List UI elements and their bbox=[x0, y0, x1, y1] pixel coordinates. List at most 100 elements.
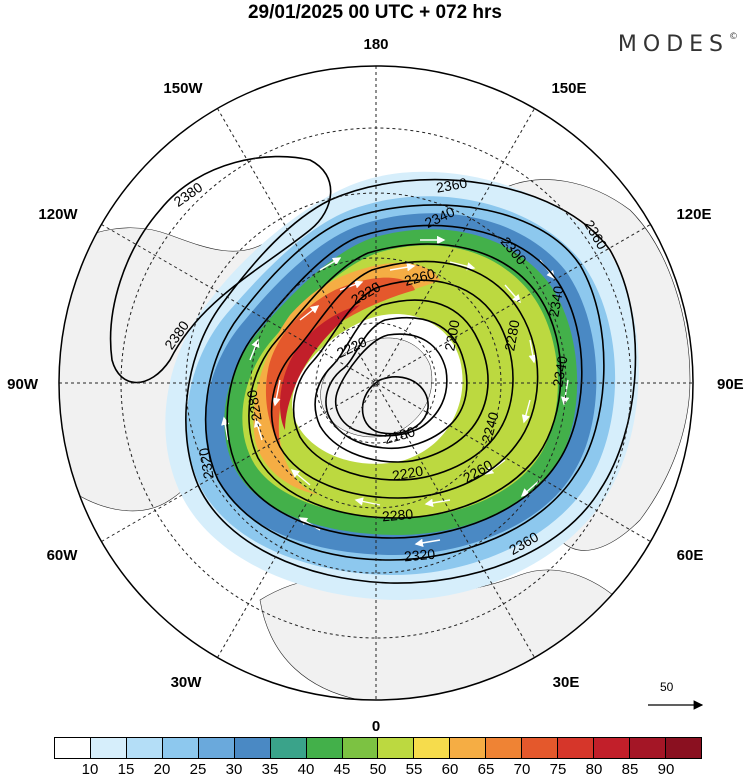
lon-label-120e: 120E bbox=[676, 206, 711, 223]
wind-vector bbox=[290, 469, 311, 486]
meridian-150 bbox=[217, 108, 535, 658]
contour-2360 bbox=[185, 178, 637, 584]
contour-2180 bbox=[361, 376, 429, 435]
contour-label: 2340 bbox=[549, 354, 570, 388]
colorbar-tick-label: 25 bbox=[189, 761, 207, 778]
contour-labels: 2380 2380 2360 2360 2340 2340 2340 2320 … bbox=[161, 174, 610, 564]
colorbar-tick-label: 65 bbox=[477, 761, 495, 778]
colorbar-swatch bbox=[270, 738, 307, 758]
colorbar-swatch bbox=[414, 738, 451, 758]
meridian-30 bbox=[217, 108, 535, 658]
colorbar-swatch bbox=[522, 738, 559, 758]
colorbar-tick-label: 40 bbox=[297, 761, 315, 778]
height-contours bbox=[109, 155, 637, 584]
colorbar-swatch bbox=[162, 738, 199, 758]
contour-label: 2240 bbox=[478, 410, 502, 444]
colorbar-tick-label: 10 bbox=[81, 761, 99, 778]
lon-label-30w: 30W bbox=[171, 674, 203, 691]
wind-vector bbox=[424, 498, 451, 507]
lon-label-0: 0 bbox=[372, 718, 380, 735]
colorbar-swatch bbox=[558, 738, 595, 758]
wind-vector bbox=[319, 257, 342, 271]
lon-label-30e: 30E bbox=[553, 674, 580, 691]
wind-vector bbox=[221, 416, 230, 441]
wind-vector bbox=[389, 263, 416, 272]
shade-80 bbox=[280, 305, 360, 430]
longitude-labels: 180 0 90W 90E 150W 120W 150E 120E 60W 30… bbox=[7, 36, 744, 735]
brand-text: MODES bbox=[617, 32, 729, 57]
lon-label-90e: 90E bbox=[717, 376, 744, 393]
modes-logo: MODES© bbox=[618, 32, 738, 57]
contour-label: 2280 bbox=[501, 318, 522, 352]
colorbar-swatch bbox=[90, 738, 127, 758]
contour-label: 2200 bbox=[441, 318, 462, 352]
colorbar-tick-label: 60 bbox=[441, 761, 459, 778]
contour-2220 bbox=[325, 316, 468, 450]
colorbar-swatch bbox=[198, 738, 235, 758]
copyright-mark: © bbox=[729, 32, 738, 42]
contour-label: 2280 bbox=[381, 506, 414, 525]
lon-label-60w: 60W bbox=[47, 547, 79, 564]
contour-2380-west bbox=[109, 155, 332, 384]
colorbar-tick-label: 35 bbox=[261, 761, 279, 778]
wind-vector bbox=[272, 379, 281, 407]
contour-label: 2320 bbox=[403, 546, 436, 565]
reference-vector-label: 50 bbox=[660, 680, 674, 694]
latitude-ring-pole bbox=[315, 322, 437, 444]
colorbar-swatch bbox=[234, 738, 271, 758]
contour-label: 2260 bbox=[402, 265, 436, 289]
wind-vector bbox=[561, 379, 570, 406]
colorbar-swatch bbox=[55, 738, 91, 758]
colorbar-swatch bbox=[306, 738, 343, 758]
lon-label-120w: 120W bbox=[38, 206, 78, 223]
colorbar-tick-label: 80 bbox=[585, 761, 603, 778]
lon-label-60e: 60E bbox=[677, 547, 704, 564]
wind-vector bbox=[299, 305, 320, 321]
colorbar bbox=[54, 737, 702, 759]
contour-2240 bbox=[314, 299, 489, 463]
wind-speed-shading bbox=[165, 171, 639, 600]
colorbar-tick-label: 90 bbox=[657, 761, 675, 778]
contour-label: 2360 bbox=[435, 174, 469, 195]
graticule bbox=[59, 66, 693, 700]
wind-vector bbox=[253, 418, 263, 441]
contour-2340 bbox=[204, 204, 605, 561]
colorbar-swatch bbox=[450, 738, 487, 758]
contour-2200 bbox=[334, 333, 448, 437]
colorbar-tick-label: 15 bbox=[117, 761, 135, 778]
colorbar-swatch bbox=[665, 738, 701, 758]
contour-2320 bbox=[226, 224, 583, 539]
contour-label: 2180 bbox=[382, 423, 416, 447]
contour-label: 2320 bbox=[195, 446, 216, 480]
colorbar-swatch bbox=[126, 738, 163, 758]
colorbar-swatch bbox=[342, 738, 379, 758]
colorbar-ticks: 10 15 20 25 30 35 40 45 50 55 60 65 70 75 80 85 90 bbox=[54, 761, 702, 781]
contour-2260 bbox=[292, 279, 514, 481]
map-boundary bbox=[58, 65, 694, 701]
shade-70 bbox=[265, 277, 415, 445]
colorbar-swatch bbox=[630, 738, 666, 758]
lon-label-150w: 150W bbox=[163, 80, 203, 97]
contour-2300 bbox=[248, 243, 562, 519]
colorbar-swatch bbox=[594, 738, 630, 758]
wind-vector bbox=[520, 479, 541, 497]
wind-vector bbox=[339, 280, 364, 291]
wind-vector bbox=[521, 399, 531, 424]
colorbar-tick-label: 50 bbox=[369, 761, 387, 778]
colorbar-swatch bbox=[378, 738, 415, 758]
colorbar-tick-label: 75 bbox=[549, 761, 567, 778]
colorbar-swatch bbox=[486, 738, 523, 758]
wind-vector bbox=[414, 538, 441, 547]
colorbar-tick-label: 45 bbox=[333, 761, 351, 778]
wind-vector bbox=[528, 339, 537, 364]
colorbar-tick-label: 55 bbox=[405, 761, 423, 778]
contour-label: 2340 bbox=[545, 284, 566, 318]
wind-vector bbox=[504, 284, 521, 304]
lon-label-180: 180 bbox=[363, 36, 388, 53]
meridian-120 bbox=[101, 224, 651, 542]
colorbar-tick-label: 30 bbox=[225, 761, 243, 778]
colorbar-tick-label: 85 bbox=[621, 761, 639, 778]
lon-label-150e: 150E bbox=[551, 80, 586, 97]
wind-vector bbox=[449, 261, 476, 271]
